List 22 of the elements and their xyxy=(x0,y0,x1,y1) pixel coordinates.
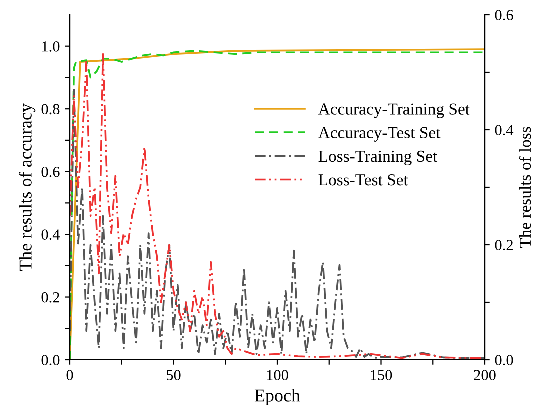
legend-label: Accuracy-Training Set xyxy=(318,104,470,118)
x-tick-label: 0 xyxy=(66,370,74,380)
y-tick-label: 1.0 xyxy=(42,42,60,52)
x-tick-label: 150 xyxy=(371,370,392,380)
legend-label: Accuracy-Test Set xyxy=(318,127,441,142)
y2-tick-label: 0.2 xyxy=(495,240,513,251)
y-axis-title: The results of accuracy xyxy=(19,104,36,272)
x-tick-label: 100 xyxy=(267,370,288,380)
x-tick-label: 50 xyxy=(167,370,181,380)
y-tick-label: 0.6 xyxy=(42,166,60,178)
legend-label: Loss-Training Set xyxy=(318,150,438,166)
y-tick-label: 0.0 xyxy=(42,355,60,366)
legend-label: Loss-Test Set xyxy=(318,174,408,186)
x-axis-title: Epoch xyxy=(254,389,300,406)
y2-tick-label: 0.6 xyxy=(495,10,514,21)
y-tick-label: 0.4 xyxy=(42,230,60,240)
y-tick-label: 0.8 xyxy=(42,104,60,115)
y2-axis-title: The results of loss xyxy=(519,127,532,248)
x-tick-label: 200 xyxy=(474,370,496,380)
y2-tick-label: 0.4 xyxy=(495,125,514,136)
y-tick-label: 0.2 xyxy=(42,292,60,303)
y2-tick-label: 0.0 xyxy=(495,355,514,366)
